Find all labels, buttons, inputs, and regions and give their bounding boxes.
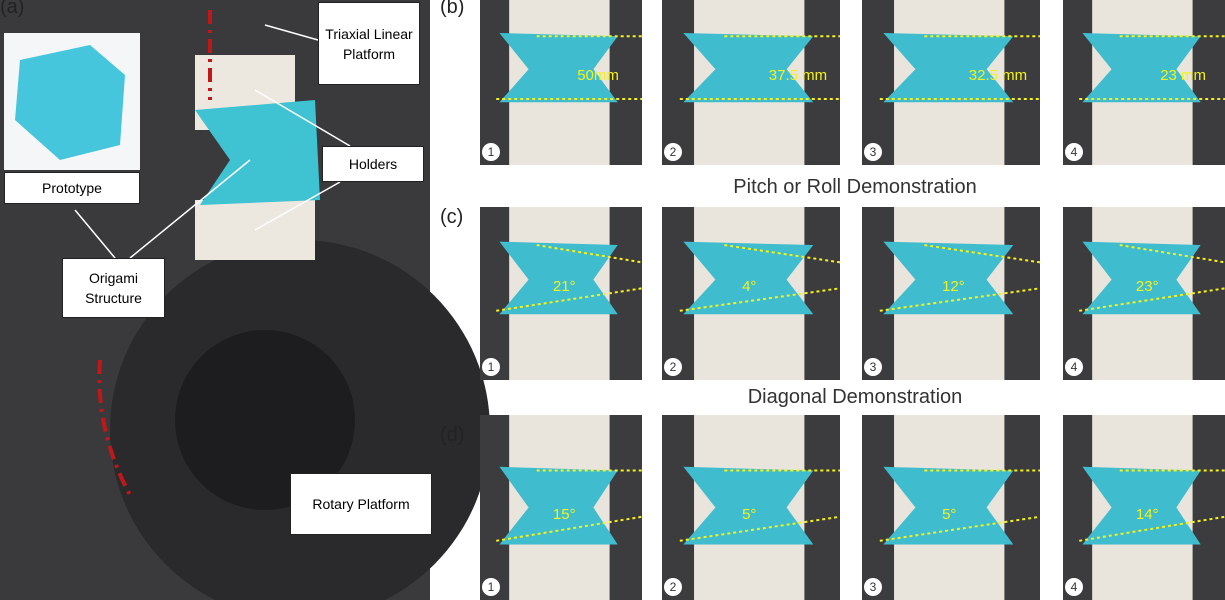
section-title: Diagonal Demonstration — [747, 386, 963, 408]
guide-line — [496, 287, 643, 312]
arrow-rotary — [97, 359, 132, 496]
origami — [499, 466, 618, 545]
step-number: 1 — [482, 143, 500, 161]
origami — [1082, 241, 1201, 315]
measurement: 14° — [1135, 505, 1159, 523]
callout: Rotary Platform — [290, 473, 432, 535]
leader — [264, 24, 319, 41]
origami — [499, 33, 618, 103]
measurement: 23° — [1135, 277, 1159, 295]
leaders — [74, 24, 351, 259]
origami — [883, 33, 1014, 103]
measurement: 15° — [552, 505, 576, 523]
step-number: 4 — [1065, 578, 1083, 596]
leader — [254, 181, 341, 231]
measurement: 37.5 mm — [768, 67, 828, 85]
step-number: 3 — [864, 358, 882, 376]
guide-line — [1079, 515, 1225, 542]
measurement: 50mm — [577, 67, 619, 85]
guide-line — [879, 287, 1041, 312]
origami — [683, 33, 814, 103]
callout: Holders — [322, 146, 424, 182]
measurement: 32.5 mm — [968, 67, 1028, 85]
guide-line — [679, 515, 841, 542]
rotary-hole — [175, 330, 355, 510]
step-number: 2 — [664, 143, 682, 161]
panel-label: (b) — [440, 0, 465, 18]
measurement: 12° — [942, 277, 965, 295]
prototype-cube — [15, 45, 125, 160]
guide-line — [879, 515, 1041, 542]
callout: Prototype — [4, 172, 140, 204]
step-number: 1 — [482, 578, 500, 596]
panel-label: (c) — [440, 206, 464, 228]
panel-label: (d) — [440, 424, 465, 446]
step-number: 2 — [664, 578, 682, 596]
origami — [499, 241, 618, 315]
measurement: 23 mm — [1160, 67, 1207, 85]
measurement: 5° — [742, 505, 757, 523]
leader — [254, 89, 351, 147]
leader — [129, 159, 251, 259]
step-number: 4 — [1065, 358, 1083, 376]
callout: Triaxial Linear Platform — [318, 2, 420, 85]
step-number: 3 — [864, 143, 882, 161]
panel-label: (a) — [0, 0, 25, 18]
measurement: 4° — [742, 277, 757, 295]
callout: Origami Structure — [62, 258, 165, 318]
step-number: 3 — [864, 578, 882, 596]
section-title: Pitch or Roll Demonstration — [733, 176, 977, 198]
origami — [1082, 33, 1201, 103]
guide-line — [724, 244, 841, 264]
guide-line — [679, 287, 841, 312]
leader — [74, 209, 116, 259]
measurement: 5° — [942, 505, 957, 523]
origami — [1082, 466, 1201, 545]
guide-line — [496, 515, 643, 542]
guide-line — [1079, 287, 1225, 312]
guide-line — [924, 244, 1041, 264]
step-number: 2 — [664, 358, 682, 376]
step-number: 4 — [1065, 143, 1083, 161]
measurement: 21° — [552, 277, 576, 295]
step-number: 1 — [482, 358, 500, 376]
